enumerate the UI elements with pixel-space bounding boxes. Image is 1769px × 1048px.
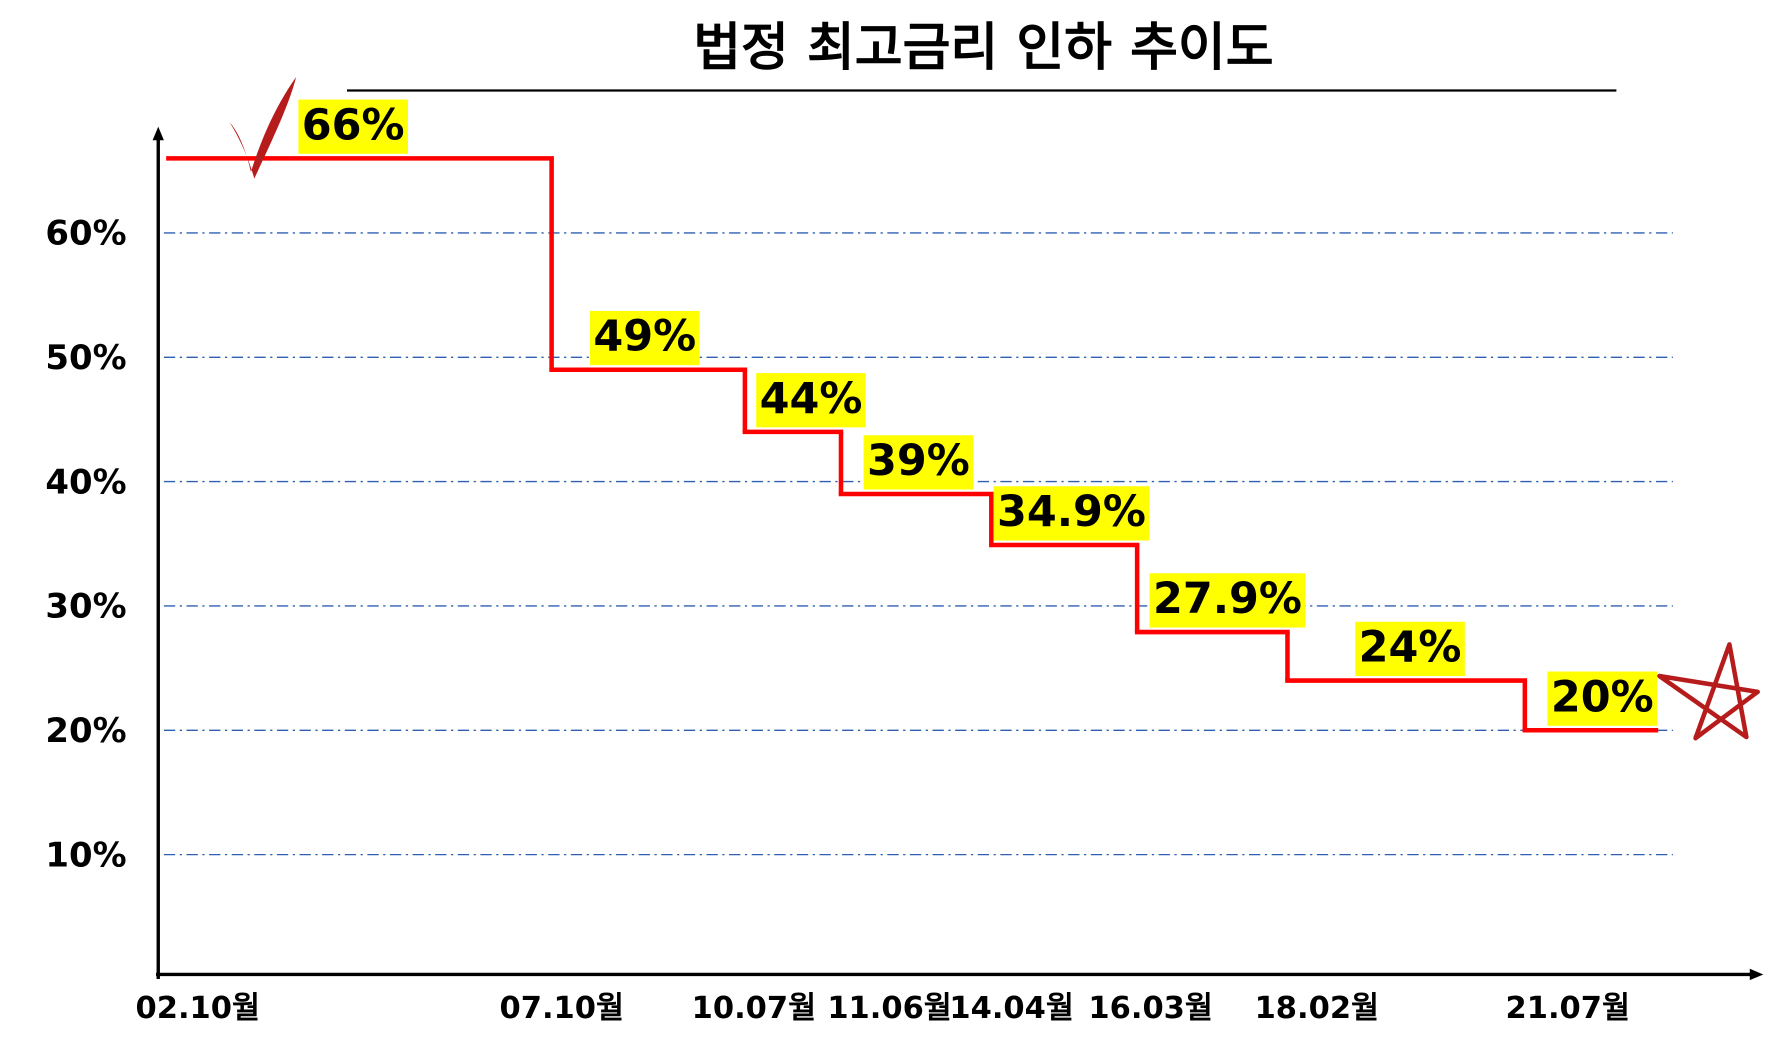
value-label-bg [1547, 671, 1658, 726]
y-tick-label: 20% [45, 711, 126, 750]
star-mark [1657, 642, 1760, 741]
y-tick-label: 10% [45, 835, 126, 874]
x-tick-label: 21.07월 [1506, 991, 1631, 1026]
value-label: 66% [302, 100, 405, 150]
value-label: 44% [760, 374, 863, 424]
value-label-bg [993, 486, 1150, 541]
x-tick-label: 02.10월 [136, 991, 261, 1026]
x-tick-label: 14.04월 [949, 991, 1074, 1026]
value-label-bg [863, 435, 974, 490]
y-axis-arrow [152, 126, 164, 141]
value-label: 20% [1551, 672, 1654, 722]
x-tick-label: 11.06월 [827, 991, 952, 1026]
value-label-bg [756, 373, 866, 428]
value-label-bg [1149, 573, 1306, 628]
x-axis-arrow [1749, 968, 1764, 981]
y-tick-label: 60% [45, 214, 126, 253]
check-mark [229, 76, 297, 179]
x-tick-label: 16.03월 [1088, 991, 1213, 1026]
value-label-bg [1355, 621, 1465, 677]
y-tick-label: 40% [45, 462, 126, 501]
value-label-bg [298, 99, 408, 154]
value-label: 24% [1359, 623, 1462, 673]
plot-area: 10% 20% 30% 40% 50% 60% 66% 02.10월 49% 07.10월 44% 1… [45, 99, 1673, 1026]
value-label: 27.9% [1153, 574, 1302, 624]
x-tick-label: 18.02월 [1255, 991, 1380, 1026]
value-label: 34.9% [997, 487, 1146, 537]
chart-title: 법정 최고금리 인하 추이도 [693, 18, 1273, 78]
x-tick-label: 07.10월 [500, 991, 625, 1026]
x-tick-label: 10.07월 [692, 991, 817, 1026]
y-tick-label: 50% [45, 338, 126, 377]
value-label-bg [590, 310, 700, 366]
value-label: 39% [867, 436, 970, 486]
value-label: 49% [593, 312, 696, 362]
y-tick-label: 30% [45, 587, 126, 626]
